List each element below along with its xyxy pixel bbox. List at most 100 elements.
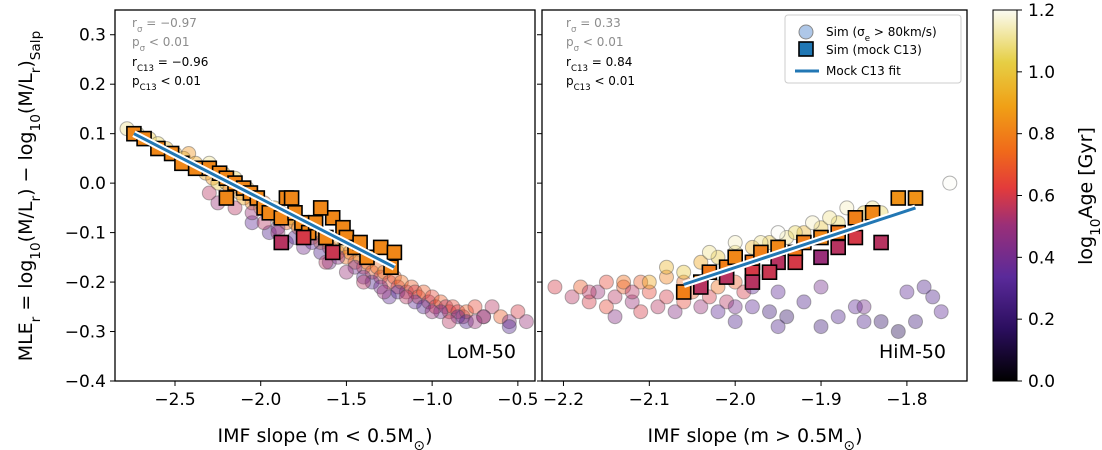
left-sim-point-94 xyxy=(390,284,406,300)
right-x-tick-label-0: −2.2 xyxy=(543,390,584,410)
left-sim-point-68 xyxy=(445,299,461,315)
right-sim-point-64 xyxy=(847,299,863,315)
right-stat-p-c13: pC13 < 0.01 xyxy=(566,74,635,93)
left-x-tick-label-3: −1.0 xyxy=(412,390,453,410)
left-c13-point-28 xyxy=(372,239,389,256)
left-sim-point-76 xyxy=(501,314,517,330)
left-sim-point-96 xyxy=(416,299,432,315)
left-sim-point-77 xyxy=(510,304,526,320)
left-axes-frame xyxy=(114,9,536,382)
right-x-ticks: −2.2 −2.1 −2.0 −1.9 −1.8 xyxy=(543,381,928,410)
legend-sim-marker xyxy=(798,24,814,40)
left-sim-point-49 xyxy=(364,264,380,280)
right-sim-point-73 xyxy=(770,284,786,300)
left-x-tick-label-0: −2.5 xyxy=(154,390,195,410)
right-sim-point-54 xyxy=(942,175,958,191)
colorbar-ticks: 0.0 0.2 0.4 0.6 0.8 1.0 1.2 xyxy=(1017,1,1055,392)
right-sim-point-59 xyxy=(770,319,786,335)
right-fit-line-stroke xyxy=(683,206,916,286)
right-sim-point-8 xyxy=(624,294,640,310)
right-sim-point-72 xyxy=(813,279,829,295)
right-sim-point-75 xyxy=(727,299,743,315)
left-sim-point-59 xyxy=(407,284,423,300)
right-fit-line xyxy=(682,204,917,288)
left-sim-point-64 xyxy=(428,299,444,315)
left-sim-point-102 xyxy=(201,185,217,201)
right-x-tick-label-2: −2.0 xyxy=(715,390,756,410)
colorbar-tick-label-1: 0.2 xyxy=(1028,310,1055,330)
left-sim-point-109 xyxy=(338,264,354,280)
left-c13-point-32 xyxy=(218,190,235,206)
panel-left: −2.5 −2.0 −1.5 −1.0 −0.5 −0.4 −0.3 −0.2 −0.1 0.0… xyxy=(15,9,538,450)
left-x-ticks: −2.5 −2.0 −1.5 −1.0 −0.5 xyxy=(154,381,538,410)
right-sim-point-30 xyxy=(641,274,657,290)
right-sim-point-22 xyxy=(616,274,632,290)
left-sim-point-114 xyxy=(441,314,457,330)
colorbar: 0.0 0.2 0.4 0.6 0.8 1.0 1.2 log10Age [Gyr] xyxy=(992,1,1102,392)
left-sim-point-115 xyxy=(467,314,483,330)
right-sim-point-66 xyxy=(873,314,889,330)
left-sim-point-79 xyxy=(244,215,260,231)
left-sim-point-55 xyxy=(390,279,406,295)
left-sim-point-78 xyxy=(518,314,534,330)
right-c13-point-20 xyxy=(787,254,804,271)
left-sim-point-60 xyxy=(410,289,426,305)
left-sim-point-100 xyxy=(476,309,492,325)
colorbar-tick-label-6: 1.2 xyxy=(1028,1,1055,21)
right-sim-point-65 xyxy=(856,314,872,330)
left-y-tick-label-2: −0.2 xyxy=(65,273,106,293)
right-stat-r-c13: rC13 = 0.84 xyxy=(566,55,632,74)
right-sim-point-70 xyxy=(933,304,949,320)
right-sim-point-52 xyxy=(701,244,717,260)
right-sim-point-31 xyxy=(659,259,674,275)
right-sim-point-1 xyxy=(564,289,580,305)
left-sim-point-113 xyxy=(424,304,440,320)
right-sim-point-23 xyxy=(633,274,649,290)
left-sim-point-91 xyxy=(364,274,380,290)
left-stat-p-sigma: pσ < 0.01 xyxy=(132,35,190,54)
left-sim-point-112 xyxy=(398,289,414,305)
right-sim-point-53 xyxy=(770,225,786,241)
left-sim-point-90 xyxy=(356,269,372,285)
right-sim-point-69 xyxy=(925,289,941,305)
right-sim-point-26 xyxy=(598,274,614,290)
left-c13-point-34 xyxy=(273,234,290,251)
panel-right: −2.2 −2.1 −2.0 −1.9 −1.8 rσ = 0.33 pσ < 0.01… xyxy=(537,9,968,450)
right-sim-point-32 xyxy=(676,264,692,280)
right-c13-point-14 xyxy=(890,190,907,206)
left-stat-r-sigma: rσ = −0.97 xyxy=(132,16,197,35)
right-sim-point-48 xyxy=(805,215,820,231)
left-sim-point-73 xyxy=(476,309,492,325)
left-panel-label: LoM-50 xyxy=(447,341,516,363)
right-sim-point-76 xyxy=(856,299,872,315)
left-sim-point-58 xyxy=(404,279,420,295)
left-x-tick-label-4: −0.5 xyxy=(497,390,538,410)
left-sim-point-66 xyxy=(438,299,454,315)
right-sim-point-67 xyxy=(890,324,906,339)
left-sim-point-93 xyxy=(381,289,397,305)
left-y-tick-label-7: 0.3 xyxy=(79,26,106,46)
right-axes-frame xyxy=(541,9,968,382)
left-c13-point-31 xyxy=(283,190,300,206)
right-sim-point-9 xyxy=(633,304,649,320)
y-axis-label: MLEr = log10(M/Lr) − log10(M/Lr)Salp xyxy=(15,31,44,362)
left-sim-point-111 xyxy=(376,284,392,300)
left-sim-point-71 xyxy=(458,304,474,320)
right-sim-point-19 xyxy=(719,294,735,310)
right-sim-point-29 xyxy=(624,284,640,300)
left-y-tick-label-6: 0.2 xyxy=(79,75,106,95)
right-y-ticks xyxy=(537,34,542,382)
right-sim-point-12 xyxy=(659,289,674,305)
right-sim-point-10 xyxy=(641,284,657,300)
left-sim-point-65 xyxy=(433,294,449,310)
right-stat-p-sigma: pσ < 0.01 xyxy=(566,35,624,54)
right-sim-point-24 xyxy=(659,269,674,285)
right-sim-point-13 xyxy=(667,304,683,320)
left-sim-point-72 xyxy=(467,299,483,315)
right-sim-point-51 xyxy=(727,235,743,250)
left-sim-point-80 xyxy=(261,225,277,241)
left-sim-point-62 xyxy=(421,294,437,310)
left-x-tick-label-2: −1.5 xyxy=(326,390,367,410)
left-sim-point-110 xyxy=(356,274,372,290)
